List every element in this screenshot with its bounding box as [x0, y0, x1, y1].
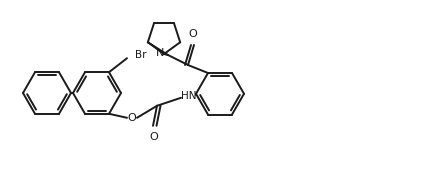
- Text: N: N: [156, 48, 164, 58]
- Text: O: O: [128, 113, 136, 123]
- Text: HN: HN: [181, 91, 197, 101]
- Text: O: O: [189, 29, 198, 39]
- Text: O: O: [149, 132, 158, 142]
- Text: Br: Br: [135, 50, 147, 60]
